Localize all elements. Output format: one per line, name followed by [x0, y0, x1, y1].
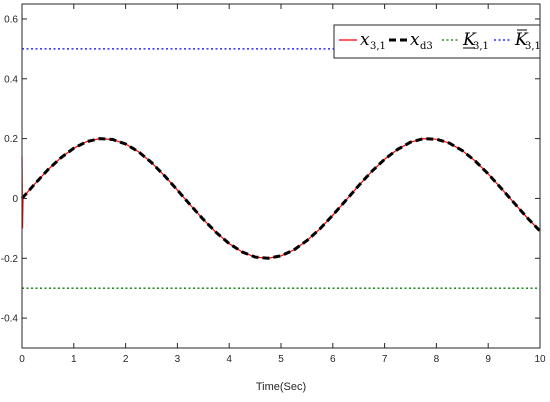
- x-tick-label: 3: [175, 354, 181, 365]
- x-tick-label: 8: [434, 354, 440, 365]
- x-tick-label: 9: [485, 354, 491, 365]
- legend: x 3,1 x d3 K3,1 K3,1: [333, 24, 541, 59]
- y-tick-label: 0.4: [4, 74, 18, 85]
- legend-label-1: x: [360, 30, 370, 50]
- series-line-2: [20, 137, 542, 260]
- x-tick-label: 7: [382, 354, 388, 365]
- y-tick-label: 0: [12, 194, 18, 205]
- legend-subscript-2: d3: [420, 41, 433, 52]
- legend-label-3: K: [462, 30, 477, 50]
- legend-subscript-1: 3,1: [370, 41, 386, 52]
- x-tick-label: 4: [226, 354, 232, 365]
- x-tick-label: 6: [330, 354, 336, 365]
- legend-subscript-3: 3,1: [473, 41, 489, 52]
- y-tick-label: -0.2: [1, 254, 19, 265]
- legend-label-2: x: [410, 30, 420, 50]
- plot-area: [22, 4, 540, 348]
- x-tick-label: 10: [534, 354, 546, 365]
- x-tick-label: 0: [19, 354, 25, 365]
- y-tick-label: -0.4: [1, 314, 19, 325]
- y-tick-label: 0.6: [4, 14, 18, 25]
- legend-label-4: K: [514, 30, 529, 50]
- x-tick-label: 1: [71, 354, 77, 365]
- x-axis-label: Time(Sec): [256, 381, 306, 393]
- legend-box: [333, 24, 541, 59]
- x-tick-label: 5: [278, 354, 284, 365]
- tick-layer: 0 1 2 3 4 5 6 7 8 9 10 -0.4 -0.2 0 0.2 0.4 0.6: [1, 4, 546, 365]
- legend-subscript-4: 3,1: [525, 41, 541, 52]
- y-tick-label: 0.2: [4, 134, 18, 145]
- x-tick-label: 2: [123, 354, 129, 365]
